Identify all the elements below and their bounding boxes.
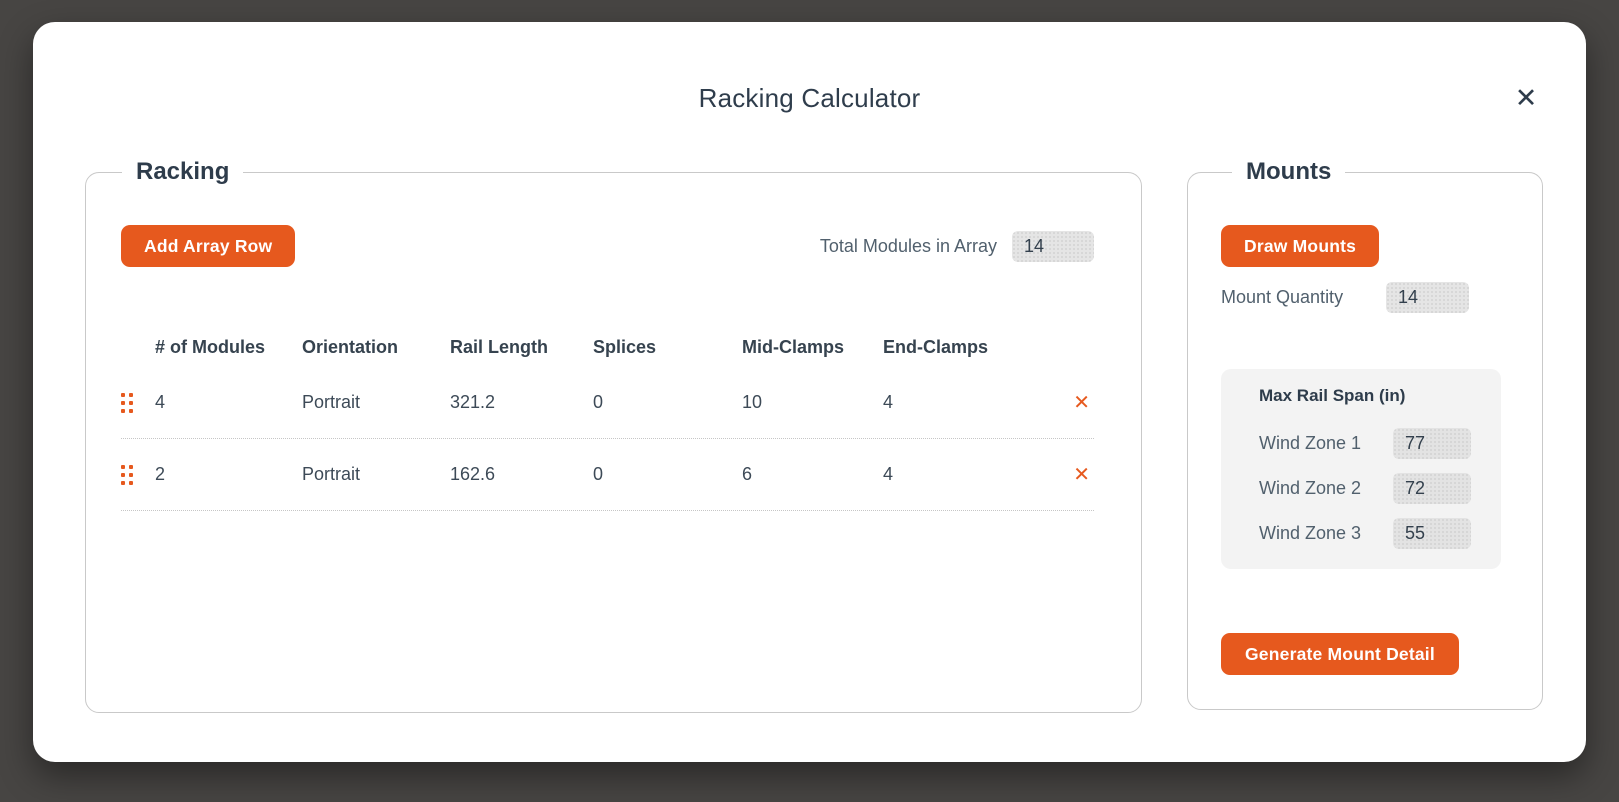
wind-zone-2-label: Wind Zone 2 [1259, 478, 1362, 498]
delete-row-button[interactable]: ✕ [1069, 458, 1094, 491]
dialog-title: Racking Calculator [698, 83, 921, 113]
cell-modules: 2 [155, 464, 166, 484]
max-rail-span-panel: Max Rail Span (in) Wind Zone 1 77 Wind Z… [1221, 369, 1501, 569]
table-row: 4 Portrait 321.2 0 10 4 ✕ [121, 367, 1094, 439]
col-header-splices: Splices [593, 336, 657, 357]
cell-rail-length: 321.2 [450, 392, 496, 412]
mount-quantity-label: Mount Quantity [1221, 287, 1344, 307]
add-array-row-button[interactable]: Add Array Row [121, 225, 296, 267]
col-header-orientation: Orientation [302, 336, 399, 357]
cell-end-clamps: 4 [883, 464, 894, 484]
close-button[interactable]: ✕ [1506, 78, 1546, 118]
wind-zone-1-value: 77 [1393, 428, 1471, 459]
cell-orientation: Portrait [302, 392, 361, 412]
wind-zone-1-label: Wind Zone 1 [1259, 433, 1362, 453]
wind-zone-row: Wind Zone 1 77 [1259, 428, 1481, 459]
cell-splices: 0 [593, 464, 604, 484]
array-rows-table: # of Modules Orientation Rail Length Spl… [121, 327, 1094, 511]
wind-zone-2-value: 72 [1393, 473, 1471, 504]
max-rail-span-title: Max Rail Span (in) [1259, 386, 1406, 405]
cell-mid-clamps: 6 [742, 464, 753, 484]
wind-zone-3-label: Wind Zone 3 [1259, 523, 1362, 543]
racking-legend: Racking [122, 156, 244, 188]
delete-row-icon: ✕ [1073, 464, 1090, 486]
cell-splices: 0 [593, 392, 604, 412]
mounts-legend: Mounts [1232, 156, 1346, 188]
cell-mid-clamps: 10 [742, 392, 763, 412]
drag-handle-icon[interactable] [121, 392, 133, 413]
mounts-section: Mounts Draw Mounts Mount Quantity 14 Max… [1187, 156, 1543, 710]
cell-end-clamps: 4 [883, 392, 894, 412]
drag-handle-icon[interactable] [121, 464, 133, 485]
total-modules-group: Total Modules in Array 14 [819, 230, 1094, 262]
racking-toolbar: Add Array Row Total Modules in Array 14 [121, 225, 1094, 267]
cell-modules: 4 [155, 392, 166, 412]
cell-orientation: Portrait [302, 464, 361, 484]
close-icon: ✕ [1514, 83, 1538, 113]
delete-row-button[interactable]: ✕ [1069, 386, 1094, 419]
col-header-mid-clamps: Mid-Clamps [742, 336, 845, 357]
wind-zone-row: Wind Zone 2 72 [1259, 473, 1481, 504]
mount-quantity-group: Mount Quantity 14 [1221, 282, 1499, 313]
total-modules-value: 14 [1012, 230, 1094, 262]
table-row: 2 Portrait 162.6 0 6 4 ✕ [121, 439, 1094, 511]
table-header-row: # of Modules Orientation Rail Length Spl… [121, 327, 1094, 367]
total-modules-label: Total Modules in Array [819, 235, 997, 256]
mount-quantity-value: 14 [1386, 282, 1469, 313]
col-header-modules: # of Modules [155, 336, 266, 357]
racking-section: Racking Add Array Row Total Modules in A… [85, 156, 1142, 713]
generate-mount-detail-button[interactable]: Generate Mount Detail [1221, 633, 1459, 675]
col-header-end-clamps: End-Clamps [883, 336, 989, 357]
delete-row-icon: ✕ [1073, 392, 1090, 414]
cell-rail-length: 162.6 [450, 464, 496, 484]
wind-zone-row: Wind Zone 3 55 [1259, 518, 1481, 549]
racking-calculator-dialog: Racking Calculator ✕ Racking Add Array R… [33, 22, 1586, 762]
col-header-rail-length: Rail Length [450, 336, 548, 357]
draw-mounts-button[interactable]: Draw Mounts [1221, 225, 1380, 267]
wind-zone-3-value: 55 [1393, 518, 1471, 549]
